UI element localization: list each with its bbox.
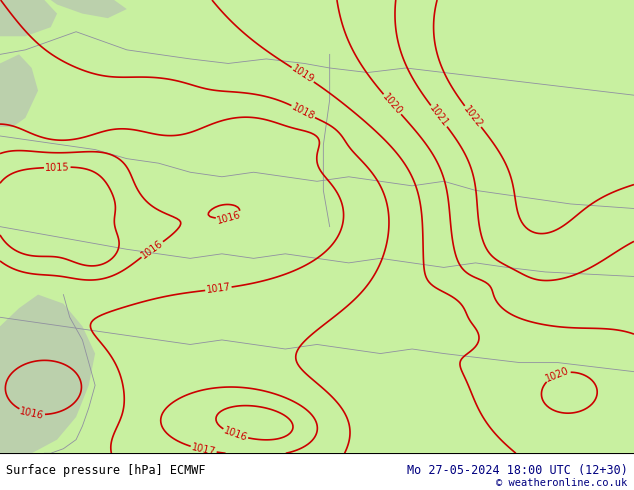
Text: Mo 27-05-2024 18:00 UTC (12+30): Mo 27-05-2024 18:00 UTC (12+30) xyxy=(407,464,628,477)
Text: 1016: 1016 xyxy=(19,406,45,421)
Text: 1016: 1016 xyxy=(222,425,249,443)
Text: 1017: 1017 xyxy=(205,282,231,295)
Text: © weatheronline.co.uk: © weatheronline.co.uk xyxy=(496,478,628,488)
Text: 1015: 1015 xyxy=(45,162,70,172)
Text: 1018: 1018 xyxy=(290,101,316,122)
Text: 1016: 1016 xyxy=(139,238,165,261)
Text: 1016: 1016 xyxy=(216,209,242,225)
Text: 1019: 1019 xyxy=(290,64,316,86)
Text: Surface pressure [hPa] ECMWF: Surface pressure [hPa] ECMWF xyxy=(6,464,206,477)
Text: 1021: 1021 xyxy=(427,103,450,129)
Text: 1017: 1017 xyxy=(190,442,217,457)
Text: 1020: 1020 xyxy=(380,92,404,117)
Text: 1022: 1022 xyxy=(462,104,484,129)
Text: 1020: 1020 xyxy=(545,366,571,384)
